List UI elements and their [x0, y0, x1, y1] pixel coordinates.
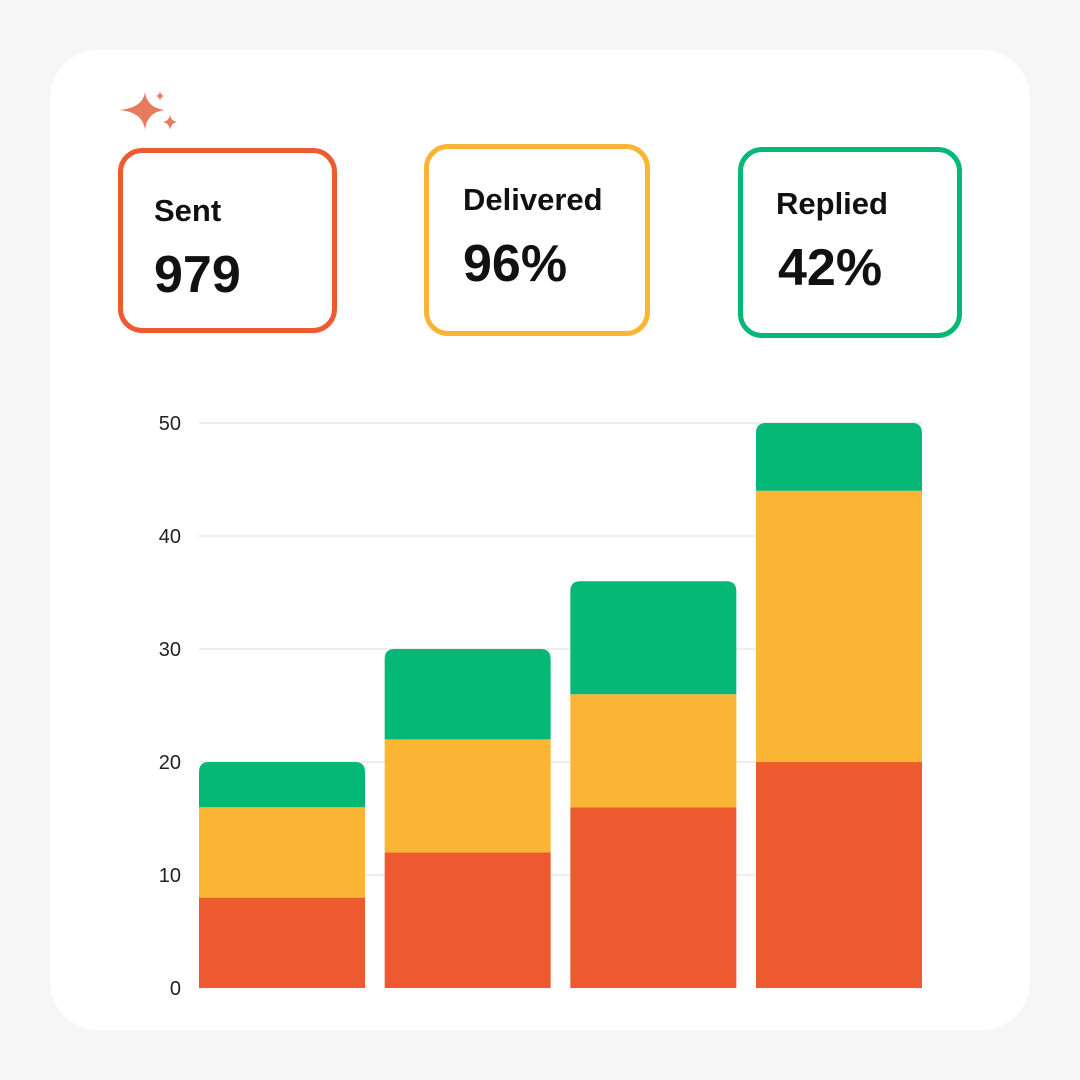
- replied-card: Replied 42%: [738, 147, 962, 338]
- bar-segment-3-1: [756, 490, 922, 762]
- bar-segment-0-0: [199, 897, 365, 988]
- bar-segment-1-0: [384, 852, 551, 988]
- delivered-card: Delivered 96%: [424, 144, 650, 336]
- y-tick-label: 30: [159, 639, 181, 661]
- sent-value: 979: [154, 246, 241, 304]
- bar-segment-3-0: [756, 762, 922, 988]
- bar-segment-3-2: [756, 423, 922, 491]
- y-tick-label: 20: [159, 752, 181, 774]
- sent-card: Sent 979: [118, 148, 337, 333]
- bar-segment-2-1: [570, 694, 737, 808]
- bar-segment-2-0: [570, 807, 737, 988]
- replied-label: Replied: [776, 186, 888, 221]
- bar-segment-1-2: [384, 649, 551, 740]
- delivered-label: Delivered: [463, 182, 603, 217]
- sent-label: Sent: [154, 193, 222, 228]
- bar-segment-0-1: [199, 807, 365, 898]
- bar-segment-2-2: [570, 581, 737, 695]
- bar-segment-1-1: [384, 739, 551, 853]
- bar-segment-0-2: [199, 762, 365, 808]
- y-tick-label: 50: [159, 413, 181, 435]
- y-tick-label: 40: [159, 526, 181, 548]
- replied-value: 42%: [778, 239, 883, 297]
- sparkle-icon: [119, 91, 177, 130]
- y-tick-label: 10: [159, 865, 181, 887]
- y-tick-label: 0: [170, 978, 181, 1000]
- delivered-value: 96%: [463, 235, 568, 293]
